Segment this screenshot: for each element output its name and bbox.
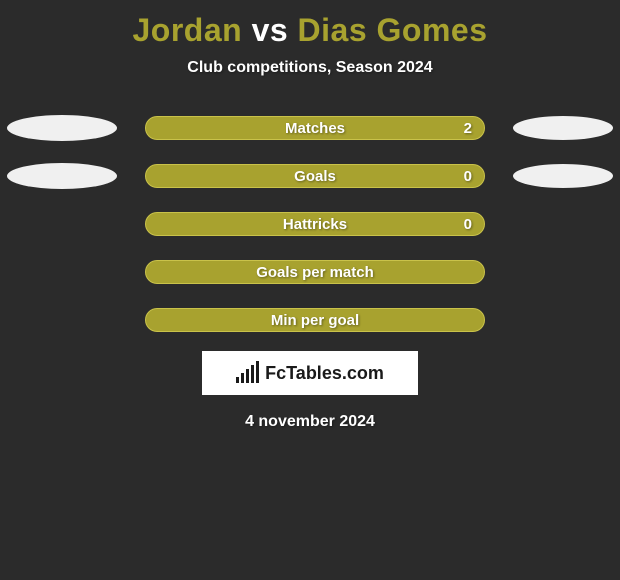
stat-row: Hattricks 0 [0, 211, 620, 237]
stat-bar: Goals per match [145, 260, 485, 284]
player1-bubble [7, 163, 117, 189]
stat-row: Min per goal [0, 307, 620, 333]
stat-value: 0 [464, 216, 472, 233]
stat-bar: Min per goal [145, 308, 485, 332]
player1-name: Jordan [132, 12, 242, 48]
player2-bubble [513, 164, 613, 188]
stat-label: Matches [285, 120, 345, 137]
stat-bar: Hattricks 0 [145, 212, 485, 236]
comparison-infographic: Jordan vs Dias Gomes Club competitions, … [0, 0, 620, 580]
stat-rows: Matches 2 Goals 0 Hattricks 0 Goals per match M… [0, 115, 620, 333]
stat-value: 0 [464, 168, 472, 185]
stat-bar: Matches 2 [145, 116, 485, 140]
stat-bar: Goals 0 [145, 164, 485, 188]
subtitle: Club competitions, Season 2024 [0, 59, 620, 77]
bar-chart-icon [236, 363, 259, 383]
logo-text: FcTables.com [265, 363, 384, 384]
stat-row: Goals 0 [0, 163, 620, 189]
stat-value: 2 [464, 120, 472, 137]
stat-label: Min per goal [271, 312, 359, 329]
date-line: 4 november 2024 [0, 413, 620, 431]
stat-label: Goals per match [256, 264, 374, 281]
logo-box: FcTables.com [202, 351, 418, 395]
stat-label: Goals [294, 168, 336, 185]
stat-label: Hattricks [283, 216, 347, 233]
stat-row: Goals per match [0, 259, 620, 285]
player2-name: Dias Gomes [298, 12, 488, 48]
stat-row: Matches 2 [0, 115, 620, 141]
page-title: Jordan vs Dias Gomes [0, 0, 620, 49]
player1-bubble [7, 115, 117, 141]
vs-text: vs [252, 12, 289, 48]
player2-bubble [513, 116, 613, 140]
